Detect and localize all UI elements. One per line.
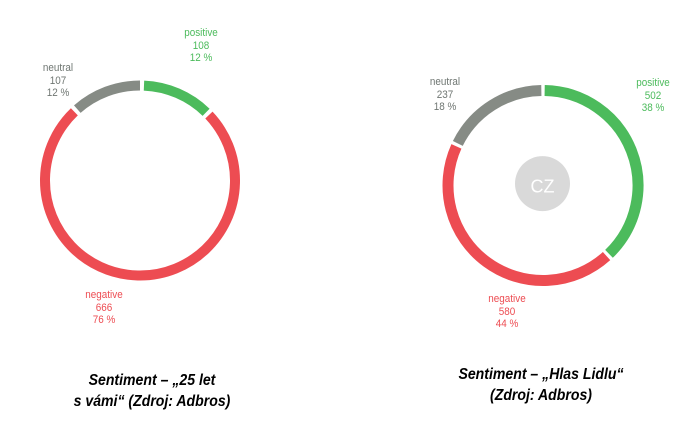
svg-text:CZ: CZ xyxy=(531,177,555,197)
